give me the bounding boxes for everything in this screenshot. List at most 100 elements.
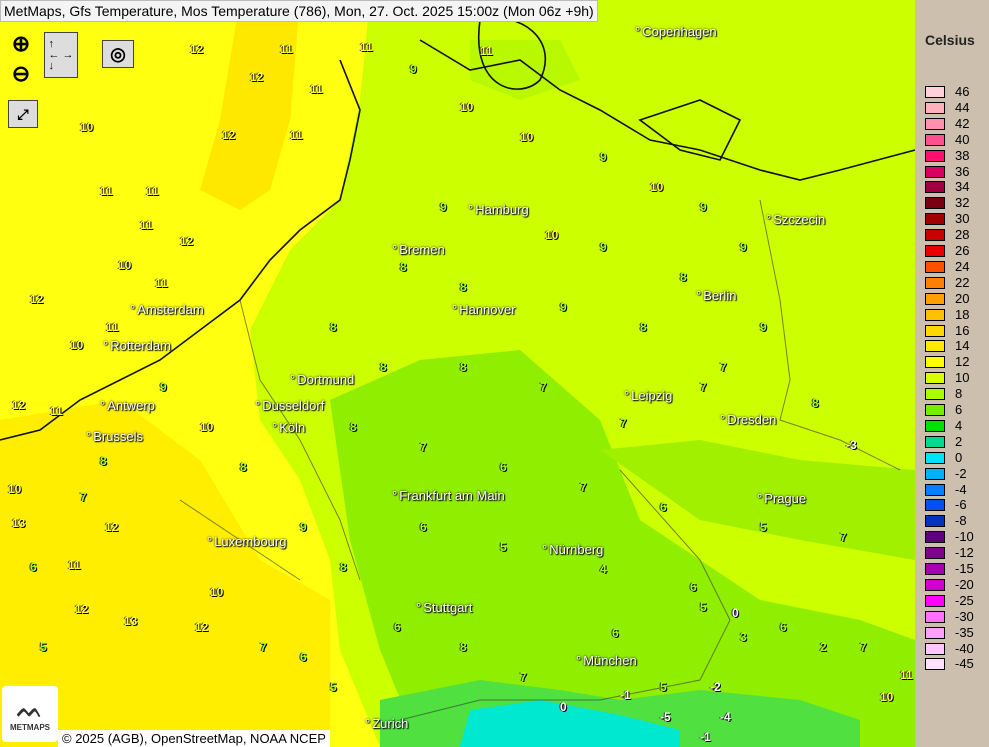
- fullscreen-icon[interactable]: ⤢: [8, 100, 38, 128]
- city-label: Dresden: [720, 412, 776, 427]
- legend-stop: -25: [925, 594, 985, 607]
- legend-label: -40: [955, 640, 974, 656]
- temperature-legend: Celsius 46 44 42 40 38 36 34 32 30 28 26 24 22 20 18 16…: [915, 0, 989, 747]
- temperature-label: 0: [732, 606, 739, 620]
- zoom-in-icon[interactable]: ⊕: [11, 31, 31, 56]
- temperature-label: 9: [740, 240, 747, 254]
- legend-label: 4: [955, 417, 963, 433]
- temperature-label: 12: [250, 70, 264, 84]
- temperature-label: 8: [460, 360, 467, 374]
- temperature-label: 8: [812, 396, 819, 410]
- temperature-label: -1: [620, 688, 631, 702]
- temperature-label: 11: [50, 404, 63, 418]
- legend-swatch: [925, 117, 945, 130]
- temperature-label: 7: [420, 440, 427, 454]
- temperature-label: 7: [720, 360, 727, 374]
- temperature-label: -1: [700, 730, 711, 744]
- zoom-out-icon[interactable]: ⊖: [11, 61, 31, 86]
- temperature-label: 10: [118, 258, 132, 272]
- temperature-label: 12: [75, 602, 89, 616]
- temperature-label: 11: [290, 128, 303, 142]
- legend-stop: 42: [925, 117, 985, 130]
- legend-swatch: [925, 292, 945, 305]
- temperature-label: 7: [620, 416, 627, 430]
- temperature-label: 10: [8, 482, 22, 496]
- temperature-label: 10: [650, 180, 664, 194]
- temperature-label: 12: [195, 620, 209, 634]
- legend-stop: -4: [925, 481, 985, 497]
- city-label: Köln: [272, 420, 305, 435]
- legend-swatch: [925, 547, 945, 560]
- city-label: Hamburg: [468, 202, 528, 217]
- city-label: Dusseldorf: [255, 398, 324, 413]
- temperature-label: 11: [100, 184, 113, 198]
- legend-stop: -8: [925, 514, 985, 528]
- temperature-label: 11: [140, 218, 153, 232]
- temperature-label: 6: [780, 620, 787, 634]
- legend-stop: -35: [925, 624, 985, 640]
- legend-swatch: [925, 133, 945, 146]
- temperature-label: 11: [68, 558, 81, 572]
- legend-swatch: [925, 499, 945, 512]
- legend-label: -15: [955, 561, 974, 576]
- legend-stop: 4: [925, 417, 985, 433]
- city-label: Prague: [757, 491, 806, 506]
- temperature-label: 11: [106, 320, 119, 334]
- legend-swatch: [925, 181, 945, 194]
- temperature-label: 6: [420, 520, 427, 534]
- logo-text: METMAPS: [10, 722, 50, 732]
- temperature-label: 7: [580, 480, 587, 494]
- temperature-label: 8: [680, 270, 687, 284]
- temperature-map[interactable]: 12 11 12 11 10 12 11 11 11 12 11 10 11 12 11 10 12 11 10 12…: [0, 0, 915, 747]
- legend-swatch: [925, 340, 945, 353]
- temperature-label: 8: [380, 360, 387, 374]
- temperature-label: 9: [160, 380, 167, 394]
- legend-swatch: [925, 149, 945, 162]
- temperature-label: 7: [80, 490, 87, 504]
- temperature-label: 9: [560, 300, 567, 314]
- legend-swatch: [925, 324, 945, 337]
- city-label: Frankfurt am Main: [392, 488, 504, 503]
- city-label: München: [576, 653, 636, 668]
- temperature-label: 5: [500, 540, 507, 554]
- temperature-label: 6: [660, 500, 667, 514]
- temperature-label: 9: [300, 520, 307, 534]
- legend-swatch: [925, 563, 945, 575]
- legend-stop: 16: [925, 324, 985, 337]
- legend-stop: -2: [925, 465, 985, 481]
- temperature-label: -5: [660, 710, 671, 724]
- city-label: Brussels: [86, 429, 143, 444]
- temperature-label: 7: [520, 670, 527, 684]
- legend-stop: -10: [925, 529, 985, 545]
- legend-stop: 10: [925, 370, 985, 386]
- city-label: Zurich: [365, 716, 408, 731]
- legend-label: -10: [955, 529, 974, 545]
- legend-swatch: [925, 276, 945, 289]
- legend-label: 10: [955, 370, 970, 386]
- temperature-label: 12: [30, 292, 44, 306]
- legend-stop: -15: [925, 561, 985, 576]
- city-label: Rotterdam: [103, 338, 171, 353]
- legend-stop: 0: [925, 451, 985, 464]
- legend-label: -2: [955, 465, 967, 481]
- temperature-label: 11: [900, 668, 913, 682]
- legend-label: 12: [955, 354, 970, 370]
- temperature-label: 6: [300, 650, 307, 664]
- temperature-label: 11: [310, 82, 323, 96]
- temperature-label: 8: [330, 320, 337, 334]
- legend-label: -4: [955, 481, 967, 497]
- attribution: © 2025 (AGB), OpenStreetMap, NOAA NCEP: [58, 730, 330, 747]
- legend-label: 36: [955, 163, 970, 179]
- temperature-label: 5: [700, 600, 707, 614]
- temperature-label: -2: [710, 680, 721, 694]
- legend-stop: -40: [925, 640, 985, 656]
- temperature-label: 10: [200, 420, 214, 434]
- temperature-label: 6: [690, 580, 697, 594]
- camera-icon[interactable]: ◎: [102, 40, 134, 68]
- legend-label: -35: [955, 624, 974, 640]
- pan-arrows-icon[interactable]: ↑ ← → ↓: [44, 32, 78, 78]
- temperature-label: 7: [700, 380, 707, 394]
- temperature-label: 9: [760, 320, 767, 334]
- legend-stop: 28: [925, 228, 985, 242]
- legend-stop: 44: [925, 101, 985, 114]
